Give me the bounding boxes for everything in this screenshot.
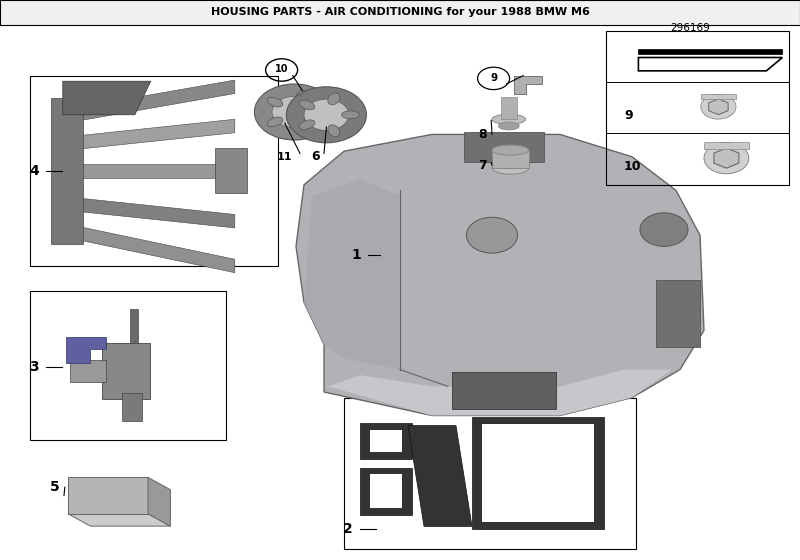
Polygon shape <box>148 477 170 526</box>
Ellipse shape <box>492 162 529 174</box>
Text: 296169: 296169 <box>670 23 710 33</box>
Text: 11: 11 <box>276 152 292 162</box>
Bar <box>492 150 529 168</box>
Ellipse shape <box>267 117 283 127</box>
Text: 5: 5 <box>50 480 59 494</box>
Ellipse shape <box>310 108 327 116</box>
Polygon shape <box>709 99 728 115</box>
Bar <box>704 142 749 149</box>
Text: 3: 3 <box>30 360 39 374</box>
Bar <box>70 360 106 382</box>
Polygon shape <box>328 370 672 416</box>
Polygon shape <box>68 514 170 526</box>
Bar <box>360 468 412 515</box>
Polygon shape <box>714 148 739 168</box>
Ellipse shape <box>267 97 283 107</box>
Text: 9: 9 <box>490 73 497 83</box>
Text: 4: 4 <box>30 164 39 178</box>
Bar <box>482 424 594 522</box>
Polygon shape <box>75 198 235 228</box>
Bar <box>0 0 800 25</box>
Circle shape <box>304 99 349 130</box>
Bar <box>122 393 142 422</box>
Circle shape <box>701 95 736 119</box>
Polygon shape <box>63 81 151 115</box>
Bar <box>214 148 246 193</box>
Bar <box>501 97 517 119</box>
Bar <box>30 291 226 440</box>
Text: 2: 2 <box>343 522 353 536</box>
Ellipse shape <box>492 145 529 155</box>
Polygon shape <box>68 477 148 514</box>
Polygon shape <box>638 49 782 54</box>
Text: 9: 9 <box>624 109 633 122</box>
Polygon shape <box>408 426 472 526</box>
Bar <box>370 474 402 508</box>
Bar <box>701 95 736 100</box>
Text: 7: 7 <box>478 158 486 172</box>
Text: 10: 10 <box>624 160 642 174</box>
Circle shape <box>704 142 749 174</box>
Ellipse shape <box>328 93 340 105</box>
Ellipse shape <box>299 100 315 110</box>
Text: 8: 8 <box>478 128 486 141</box>
Circle shape <box>272 96 317 128</box>
Circle shape <box>466 217 518 253</box>
Ellipse shape <box>342 111 359 119</box>
Text: 1: 1 <box>351 248 361 262</box>
Text: HOUSING PARTS - AIR CONDITIONING for your 1988 BMW M6: HOUSING PARTS - AIR CONDITIONING for you… <box>210 7 590 17</box>
Ellipse shape <box>299 120 315 129</box>
Bar <box>656 280 700 347</box>
Text: 6: 6 <box>312 150 320 164</box>
Text: 10: 10 <box>275 64 288 74</box>
Bar <box>464 132 544 162</box>
Polygon shape <box>514 76 542 94</box>
Bar <box>452 372 556 409</box>
Polygon shape <box>296 134 704 416</box>
Bar <box>370 430 402 452</box>
Ellipse shape <box>296 122 308 134</box>
Polygon shape <box>75 119 235 150</box>
Bar <box>102 343 150 399</box>
Circle shape <box>640 213 688 246</box>
Ellipse shape <box>328 125 340 137</box>
Bar <box>360 423 412 459</box>
Bar <box>30 76 278 266</box>
Polygon shape <box>304 179 400 370</box>
Bar <box>606 31 789 185</box>
Circle shape <box>254 84 334 140</box>
Ellipse shape <box>492 114 526 124</box>
Polygon shape <box>66 337 106 363</box>
Bar <box>51 98 83 244</box>
Polygon shape <box>75 80 235 122</box>
Ellipse shape <box>296 90 308 102</box>
Ellipse shape <box>498 122 519 130</box>
Bar <box>130 310 138 343</box>
Bar <box>344 398 636 549</box>
Bar <box>472 417 604 529</box>
Polygon shape <box>75 164 235 178</box>
Circle shape <box>286 87 366 143</box>
Polygon shape <box>75 226 235 273</box>
